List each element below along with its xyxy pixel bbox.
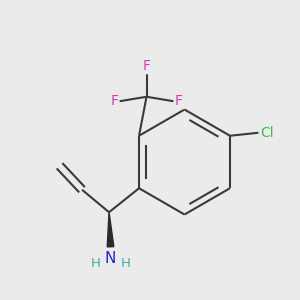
- Text: F: F: [142, 59, 151, 73]
- Polygon shape: [107, 212, 114, 247]
- Text: F: F: [110, 94, 118, 108]
- Text: Cl: Cl: [260, 126, 274, 140]
- Text: N: N: [105, 250, 116, 266]
- Text: H: H: [91, 257, 101, 270]
- Text: F: F: [175, 94, 183, 108]
- Text: H: H: [121, 257, 131, 270]
